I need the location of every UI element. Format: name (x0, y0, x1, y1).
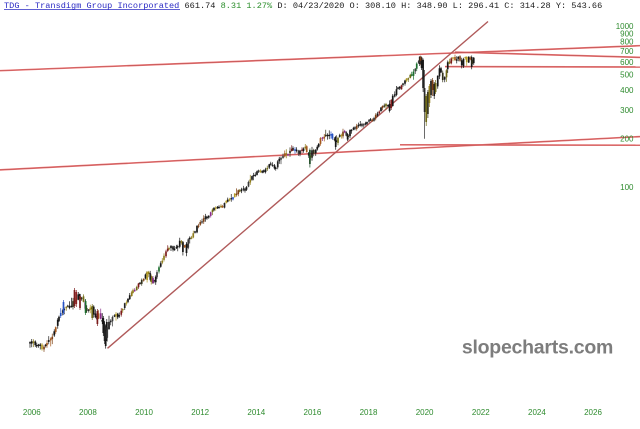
svg-text:2014: 2014 (247, 408, 265, 417)
svg-text:2026: 2026 (584, 408, 602, 417)
svg-text:2022: 2022 (472, 408, 490, 417)
svg-text:2010: 2010 (135, 408, 153, 417)
svg-text:1000: 1000 (616, 22, 634, 31)
svg-text:300: 300 (620, 106, 634, 115)
svg-text:TDG - Transdigm Group Incorpor: TDG - Transdigm Group Incorporated 661.7… (4, 1, 602, 11)
svg-text:2018: 2018 (360, 408, 378, 417)
svg-text:200: 200 (620, 135, 634, 144)
svg-text:2016: 2016 (304, 408, 322, 417)
svg-text:900: 900 (620, 30, 634, 39)
svg-text:600: 600 (620, 58, 634, 67)
svg-text:400: 400 (620, 86, 634, 95)
svg-text:2008: 2008 (79, 408, 97, 417)
svg-text:500: 500 (620, 71, 634, 80)
svg-text:800: 800 (620, 38, 634, 47)
svg-text:100: 100 (620, 183, 634, 192)
svg-text:2006: 2006 (23, 408, 41, 417)
svg-text:2024: 2024 (528, 408, 546, 417)
svg-text:slopecharts.com: slopecharts.com (462, 337, 613, 359)
svg-text:2020: 2020 (416, 408, 434, 417)
svg-text:2012: 2012 (191, 408, 209, 417)
svg-text:700: 700 (620, 47, 634, 56)
